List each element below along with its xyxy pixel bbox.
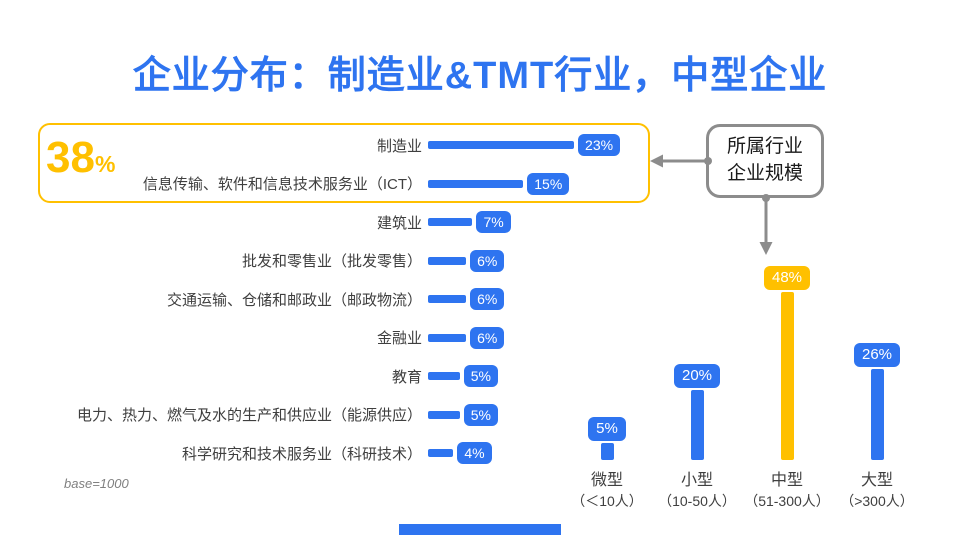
size-value-badge: 5% xyxy=(588,416,626,441)
size-bar xyxy=(600,442,614,460)
footer-accent-bar xyxy=(399,524,561,535)
industry-value-badge: 15% xyxy=(527,172,570,195)
industry-label: 电力、热力、燃气及水的生产和供应业（能源供应） xyxy=(76,407,422,425)
industry-bar xyxy=(428,256,467,265)
industry-value-badge: 6% xyxy=(470,288,505,311)
industry-row: 科学研究和技术服务业（科研技术） 4% xyxy=(40,434,660,473)
size-plot-area: 26% xyxy=(853,254,901,460)
industry-row: 金融业 6% xyxy=(40,319,660,358)
size-bar xyxy=(780,292,794,460)
industry-bar xyxy=(428,295,467,304)
size-column: 5% 微型 （＜10人） xyxy=(562,254,652,511)
industry-bar xyxy=(428,218,473,227)
size-category-label: 中型 xyxy=(770,472,803,489)
industry-bar xyxy=(428,372,460,381)
industry-bar xyxy=(428,141,575,150)
size-category-label: 微型 xyxy=(590,472,623,489)
industry-bar xyxy=(428,333,467,342)
industry-value-badge: 7% xyxy=(476,211,511,234)
industry-label: 信息传输、软件和信息技术服务业（ICT） xyxy=(142,176,422,194)
size-range-label: （51-300人） xyxy=(744,493,830,509)
industry-row: 电力、热力、燃气及水的生产和供应业（能源供应） 5% xyxy=(40,396,660,435)
size-range-label: （＜10人） xyxy=(571,493,643,509)
size-bar-chart: 5% 微型 （＜10人） 20% 小型 （10-50人） 48% 中型 （51-300人） 26%… xyxy=(562,254,922,511)
industry-bar xyxy=(428,410,460,419)
size-value-badge: 20% xyxy=(673,364,721,388)
industry-row: 批发和零售业（批发零售） 6% xyxy=(40,242,660,281)
industry-bar xyxy=(428,449,454,458)
industry-bar-chart: 制造业 23% 信息传输、软件和信息技术服务业（ICT） 15% 建筑业 7% 批发和零售业… xyxy=(40,126,660,473)
industry-label: 教育 xyxy=(391,368,422,386)
size-column: 26% 大型 （>300人） xyxy=(832,254,922,511)
size-column: 20% 小型 （10-50人） xyxy=(652,254,742,511)
industry-label: 批发和零售业（批发零售） xyxy=(241,253,422,271)
industry-bar xyxy=(428,179,524,188)
industry-value-badge: 4% xyxy=(457,442,492,465)
industry-label: 科学研究和技术服务业（科研技术） xyxy=(181,445,422,463)
highlight-value: 38 xyxy=(46,133,95,182)
industry-value-badge: 6% xyxy=(470,326,505,349)
size-range-label: （10-50人） xyxy=(658,493,736,509)
page-title: 企业分布：制造业&TMT行业，中型企业 xyxy=(132,55,828,97)
size-plot-area: 5% xyxy=(588,254,626,460)
industry-row: 交通运输、仓储和邮政业（邮政物流） 6% xyxy=(40,280,660,319)
callout-line-industry: 所属行业 xyxy=(726,136,803,158)
callout-line-size: 企业规模 xyxy=(726,163,803,184)
size-bar xyxy=(870,369,884,460)
industry-row: 建筑业 7% xyxy=(40,203,660,242)
size-value-badge: 26% xyxy=(853,343,901,367)
size-category-label: 小型 xyxy=(680,472,713,489)
industry-label: 建筑业 xyxy=(376,214,422,232)
industry-value-badge: 5% xyxy=(463,403,498,426)
industry-row: 教育 5% xyxy=(40,357,660,396)
industry-label: 交通运输、仓储和邮政业（邮政物流） xyxy=(166,291,422,309)
size-plot-area: 20% xyxy=(673,254,721,460)
industry-label: 制造业 xyxy=(376,137,422,155)
base-note: base=1000 xyxy=(64,476,129,491)
size-range-label: （>300人） xyxy=(840,493,914,509)
highlight-unit: % xyxy=(94,151,116,177)
industry-value-badge: 5% xyxy=(463,365,498,388)
industry-value-badge: 23% xyxy=(578,134,621,157)
arrow-down-icon xyxy=(759,194,773,255)
size-plot-area: 48% xyxy=(763,254,811,460)
size-value-badge: 48% xyxy=(763,266,811,290)
industry-label: 金融业 xyxy=(376,330,422,348)
industry-value-badge: 6% xyxy=(470,249,505,272)
top-industries-highlight-box xyxy=(38,123,650,203)
industry-row: 信息传输、软件和信息技术服务业（ICT） 15% xyxy=(40,165,660,204)
size-column: 48% 中型 （51-300人） xyxy=(742,254,832,511)
size-bar xyxy=(690,390,704,460)
size-category-label: 大型 xyxy=(860,472,893,489)
legend-callout-box: 所属行业 企业规模 xyxy=(706,124,824,198)
industry-row: 制造业 23% xyxy=(40,126,660,165)
highlight-percentage: 38% xyxy=(46,136,115,180)
